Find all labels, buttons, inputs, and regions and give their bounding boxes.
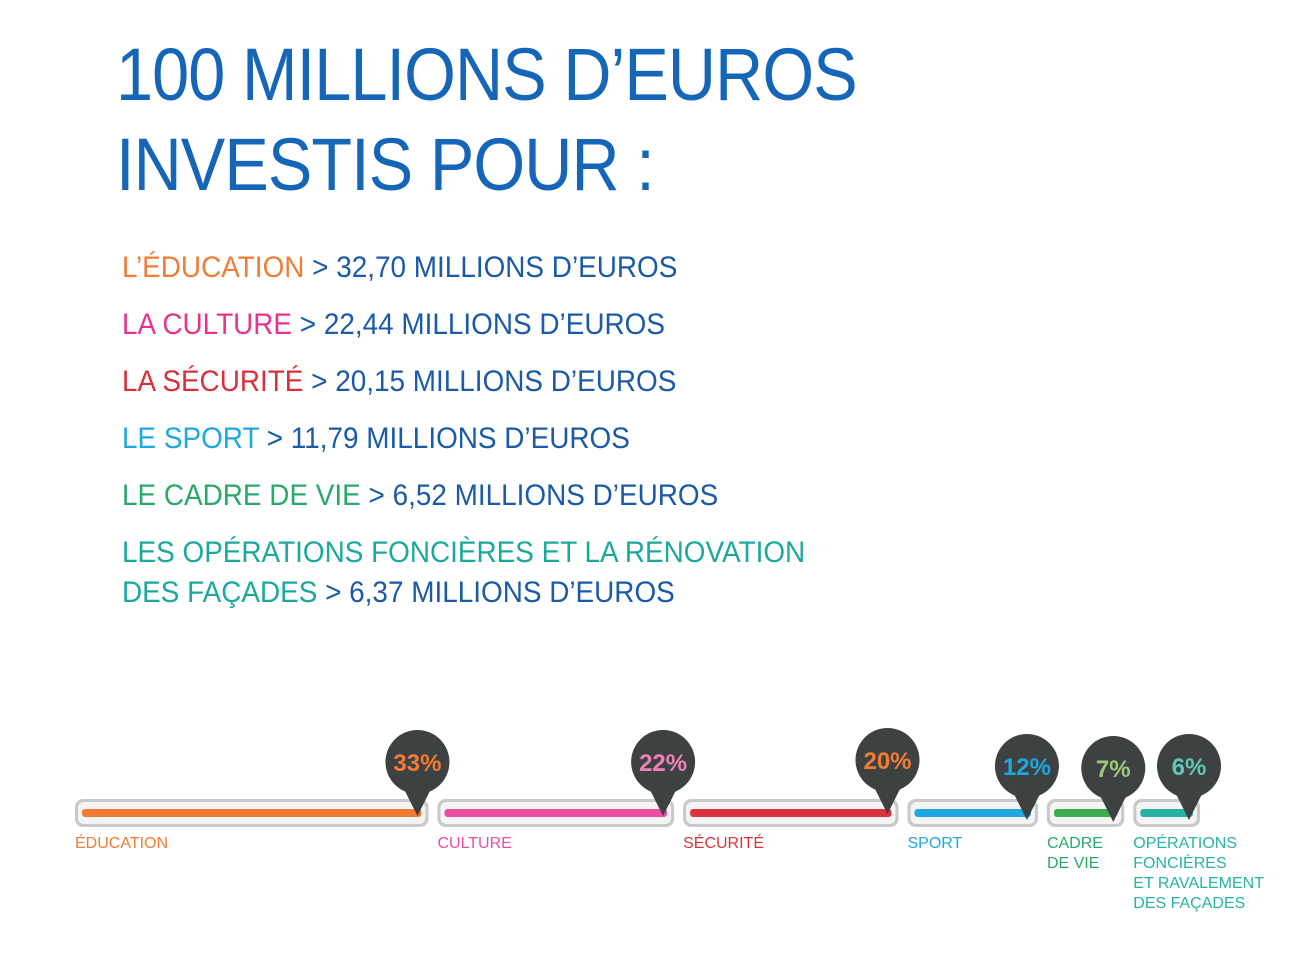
breakdown-category-line2: DES FAÇADES	[122, 576, 318, 609]
marker-pointer	[649, 788, 678, 816]
category-label: ÉDUCATION	[75, 835, 169, 852]
title-line-2: INVESTIS POUR :	[116, 123, 655, 206]
marker-bubble	[631, 730, 696, 794]
breakdown-amount: 6,52 MILLIONS D’EUROS	[392, 479, 719, 512]
breakdown-separator: >	[292, 308, 324, 341]
breakdown-row-sport: LE SPORT > 11,79 MILLIONS D’EUROS	[122, 421, 630, 457]
bar-1	[82, 809, 422, 817]
breakdown-category: LE CADRE DE VIE	[122, 479, 361, 512]
breakdown-separator: >	[360, 479, 393, 512]
data-label: 22%	[639, 750, 687, 777]
category-label: OPÉRATIONS FONCIÈRES ET RAVALEMENT DES F…	[1133, 835, 1264, 912]
marker-bubble	[1081, 736, 1146, 800]
bar-3	[690, 809, 892, 817]
breakdown-separator: >	[304, 251, 337, 284]
breakdown-separator: >	[317, 576, 350, 609]
breakdown-category: LE SPORT	[122, 422, 259, 455]
breakdown-amount: 11,79 MILLIONS D’EUROS	[290, 422, 630, 455]
breakdown-amount: 6,37 MILLIONS D’EUROS	[349, 576, 675, 609]
marker-bubble	[1157, 734, 1221, 798]
category-label: SÉCURITÉ	[683, 835, 764, 852]
chart-canvas: 33% 22% 20% 12% 7% 6%	[75, 728, 1221, 827]
breakdown-row-culture: LA CULTURE > 22,44 MILLIONS D’EUROS	[122, 307, 665, 343]
breakdown-amount: 32,70 MILLIONS D’EUROS	[336, 251, 678, 284]
page-title: 100 MILLIONS D’EUROS INVESTIS POUR :	[116, 30, 858, 210]
breakdown-separator: >	[303, 365, 336, 398]
marker-bubble	[855, 728, 920, 792]
bar-6	[1140, 809, 1193, 817]
breakdown-category: LA CULTURE	[122, 308, 293, 341]
breakdown-amount: 22,44 MILLIONS D’EUROS	[323, 308, 665, 341]
breakdown-separator: >	[258, 422, 291, 455]
breakdown-row-security: LA SÉCURITÉ > 20,15 MILLIONS D’EUROS	[122, 364, 676, 400]
breakdown-category: LA SÉCURITÉ	[122, 365, 304, 398]
breakdown-row-living-environment: LE CADRE DE VIE > 6,52 MILLIONS D’EUROS	[122, 478, 718, 514]
marker-bubble	[385, 730, 450, 794]
breakdown-row-land-operations-line2: DES FAÇADES > 6,37 MILLIONS D’EUROS	[122, 575, 675, 611]
bar-5	[1053, 809, 1118, 817]
data-label: 33%	[393, 750, 441, 777]
marker-pointer	[1175, 792, 1203, 820]
marker-bubble	[994, 734, 1059, 798]
percentage-chart: 33% 22% 20% 12% 7% 6% ÉDUCATION CULTURE SÉCURIT…	[0, 690, 1300, 953]
marker-pointer	[1012, 792, 1041, 820]
breakdown-row-land-operations: LES OPÉRATIONS FONCIÈRES ET LA RÉNOVATIO…	[122, 535, 805, 571]
breakdown-category: LES OPÉRATIONS FONCIÈRES ET LA RÉNOVATIO…	[122, 536, 806, 569]
breakdown-amount: 20,15 MILLIONS D’EUROS	[335, 365, 677, 398]
data-label: 12%	[1003, 754, 1051, 781]
breakdown-category: L’ÉDUCATION	[122, 251, 305, 284]
data-label: 7%	[1096, 756, 1131, 783]
data-label: 6%	[1172, 754, 1207, 781]
category-label: CADRE DE VIE	[1046, 835, 1103, 872]
marker-pointer	[1099, 794, 1128, 822]
data-label: 20%	[863, 748, 911, 775]
category-label: SPORT	[907, 835, 963, 852]
title-line-1: 100 MILLIONS D’EUROS	[116, 33, 858, 116]
bar-2	[444, 809, 668, 817]
bar-4	[914, 809, 1031, 817]
marker-pointer	[403, 788, 432, 816]
marker-pointer	[873, 786, 902, 814]
breakdown-row-education: L’ÉDUCATION > 32,70 MILLIONS D’EUROS	[122, 250, 677, 286]
category-label: CULTURE	[437, 835, 512, 852]
